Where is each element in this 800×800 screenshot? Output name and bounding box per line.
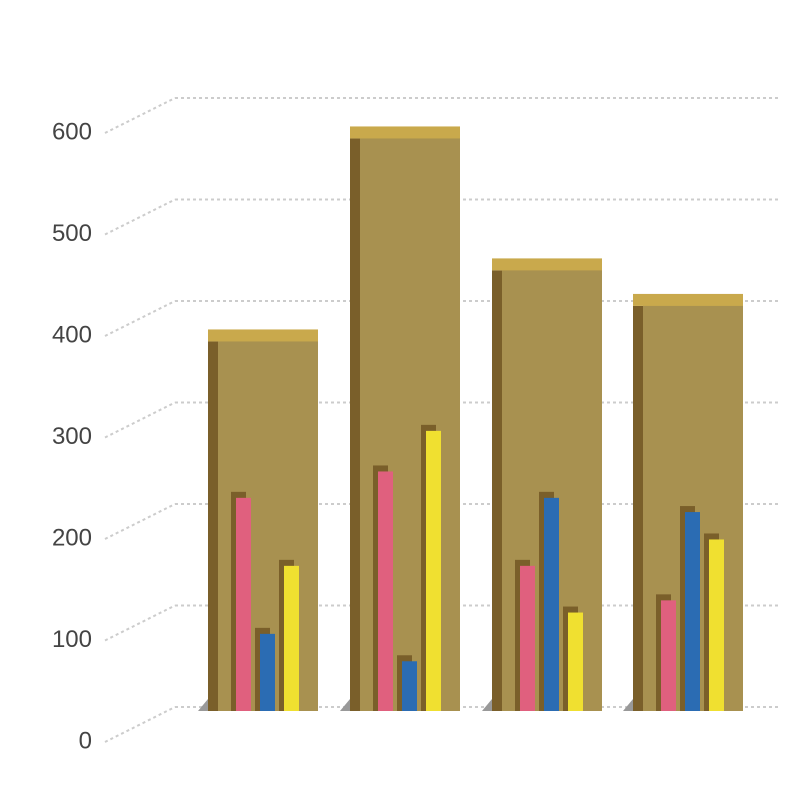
grid-diagonal bbox=[104, 503, 176, 540]
y-tick-label: 600 bbox=[52, 118, 92, 145]
inner-bar bbox=[426, 430, 441, 711]
bar-cap bbox=[492, 258, 602, 271]
bar-side bbox=[350, 138, 360, 711]
inner-bar bbox=[260, 633, 275, 711]
y-tick-label: 300 bbox=[52, 423, 92, 450]
grid-diagonal bbox=[104, 706, 176, 743]
y-tick-label: 100 bbox=[52, 626, 92, 653]
inner-bar bbox=[520, 565, 535, 711]
inner-bar bbox=[709, 539, 724, 711]
bar-cap bbox=[350, 126, 460, 139]
bar-cap bbox=[633, 293, 743, 306]
inner-bar bbox=[661, 600, 676, 711]
inner-bar bbox=[544, 497, 559, 711]
grid-diagonal bbox=[104, 401, 176, 439]
y-tick-label: 400 bbox=[52, 321, 92, 348]
inner-bar bbox=[402, 661, 417, 711]
y-tick-label: 200 bbox=[52, 524, 92, 551]
inner-bar bbox=[378, 471, 393, 711]
grid-diagonal bbox=[104, 198, 176, 236]
grid-diagonal bbox=[104, 97, 176, 134]
inner-bar bbox=[685, 512, 700, 711]
inner-bar bbox=[284, 565, 299, 711]
bar-side bbox=[208, 341, 218, 711]
grid-diagonal bbox=[104, 300, 176, 337]
inner-bar bbox=[568, 612, 583, 711]
bar-shadow bbox=[340, 699, 350, 711]
bar-shadow bbox=[482, 699, 492, 711]
y-tick-label: 0 bbox=[79, 727, 92, 754]
inner-bar bbox=[236, 497, 251, 711]
y-tick-label: 500 bbox=[52, 220, 92, 247]
bar-shadow bbox=[623, 699, 633, 711]
bar-side bbox=[492, 270, 502, 711]
grid-diagonal bbox=[104, 604, 176, 642]
bar-cap bbox=[208, 329, 318, 342]
bar-shadow bbox=[198, 699, 208, 711]
bar-side bbox=[633, 305, 643, 711]
